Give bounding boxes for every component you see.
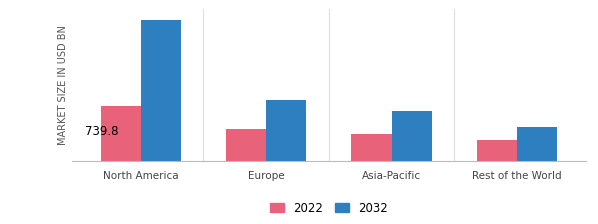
Bar <box>141 20 181 161</box>
Bar <box>517 127 557 161</box>
Bar <box>266 100 306 161</box>
Bar <box>100 106 141 161</box>
Legend: 2022, 2032: 2022, 2032 <box>265 197 393 219</box>
Bar <box>477 140 517 161</box>
Y-axis label: MARKET SIZE IN USD BN: MARKET SIZE IN USD BN <box>57 25 68 145</box>
Text: 739.8: 739.8 <box>85 125 118 138</box>
Bar <box>352 134 392 161</box>
Bar <box>226 129 266 161</box>
Bar <box>392 111 432 161</box>
